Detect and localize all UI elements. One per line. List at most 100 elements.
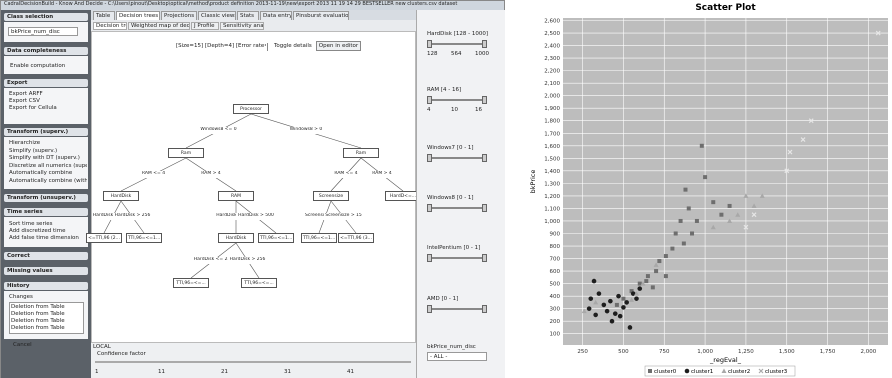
tab[interactable]: Stats (237, 11, 259, 20)
tab[interactable]: Projections (161, 11, 197, 20)
tree-node[interactable]: TTI,96=<=... (173, 278, 209, 288)
tree-node[interactable]: TTI,96=<=1... (126, 233, 162, 243)
tree-node[interactable]: <=TTI,96 (2... (86, 233, 122, 243)
data-point (638, 282, 642, 286)
tree-node[interactable]: RAM (218, 191, 254, 201)
filter-tick-label: 16 (475, 107, 491, 114)
data-point (657, 259, 661, 263)
subtab[interactable]: Sensitivity analysis (220, 22, 264, 30)
tab[interactable]: Pinsburst evaluation (293, 11, 349, 20)
menu-item[interactable]: Sort time series (9, 221, 84, 228)
data-point (727, 218, 732, 223)
data-point (630, 289, 634, 293)
data-point (654, 269, 658, 273)
y-tick-label: 2,200 (544, 69, 560, 75)
filter-slider[interactable] (429, 308, 484, 310)
chart-title: Scatter Plot (695, 3, 756, 13)
tab[interactable]: Table (93, 11, 115, 20)
filter-handle[interactable] (482, 204, 487, 212)
tree-node[interactable]: Ram (343, 148, 379, 158)
tab[interactable]: Data entry (260, 11, 292, 20)
filter-label: Windows7 [0 - 1] (427, 145, 497, 152)
menu-item[interactable]: Add discretized time (9, 228, 84, 235)
x-tick-label: 2,000 (861, 349, 877, 355)
menu-item[interactable]: Simplify with DT (superv.) (9, 155, 87, 162)
data-point (624, 300, 629, 305)
history-item[interactable]: Deletion from Table (11, 318, 73, 325)
filter-handle[interactable] (427, 40, 432, 48)
legend-marker (648, 369, 652, 373)
tree-node[interactable]: HardDisk (103, 191, 139, 201)
tree-node[interactable]: TTI,96=<=1... (258, 233, 294, 243)
tab[interactable]: Classic views (198, 11, 236, 20)
filter-handle[interactable] (427, 204, 432, 212)
y-tick-label: 1,700 (544, 131, 560, 137)
filter-handle[interactable] (427, 154, 432, 162)
data-point (634, 296, 639, 301)
tree-node[interactable]: TTI,96=<=... (241, 278, 277, 288)
history-item[interactable]: Deletion from Table (11, 311, 73, 318)
data-point (743, 193, 748, 198)
filter-slider[interactable] (429, 99, 484, 101)
filter-slider[interactable] (429, 157, 484, 159)
data-point (637, 286, 642, 291)
menu-item[interactable]: Export ARFF (9, 91, 84, 98)
tree-node[interactable]: Processor (233, 104, 269, 114)
x-tick-label: 1,500 (779, 349, 795, 355)
menu-item[interactable]: Automatically combine (with DT) (9, 178, 87, 185)
tree-node[interactable]: Ram (168, 148, 204, 158)
legend-label: cluster0 (654, 369, 677, 375)
section-header[interactable]: Correct (4, 252, 88, 260)
tree-node[interactable]: HardDisk (218, 233, 254, 243)
checkbox[interactable]: Enable computation (8, 63, 78, 71)
y-tick-label: 1,000 (544, 219, 560, 225)
filter-handle[interactable] (482, 305, 487, 313)
filter-slider[interactable] (429, 43, 484, 45)
filter-handle[interactable] (427, 305, 432, 313)
section-header[interactable]: History (4, 282, 88, 290)
history-item[interactable]: Deletion from Table (11, 325, 73, 332)
tree-node[interactable]: TTI,96=<=1... (301, 233, 337, 243)
filter-handle[interactable] (482, 254, 487, 262)
tree-node[interactable]: <=TTI,96 (3... (338, 233, 374, 243)
data-point (711, 200, 715, 204)
subtab[interactable]: J Profile (191, 22, 219, 30)
section-header[interactable]: Export (4, 79, 88, 87)
section-header[interactable]: Time series (4, 208, 88, 216)
tab[interactable]: Decision trees (116, 11, 160, 20)
data-point (592, 279, 597, 284)
plot-area (563, 18, 888, 345)
data-point (602, 303, 607, 308)
menu-item[interactable]: Add false time dimension (9, 235, 84, 242)
menu-item[interactable]: Export for Cellula (9, 105, 84, 112)
section-header[interactable]: Transform (superv.) (4, 128, 88, 136)
menu-item[interactable]: Simplify (superv.) (9, 148, 87, 155)
section-header[interactable]: Missing values (4, 267, 88, 275)
history-item[interactable]: Deletion from Table (11, 304, 73, 311)
combobox[interactable]: bkPrice_num_disc (8, 27, 78, 36)
filter-slider[interactable] (429, 257, 484, 259)
menu-item[interactable]: Hierarchize (9, 140, 87, 147)
filter-handle[interactable] (482, 40, 487, 48)
menu-item[interactable]: Export CSV (9, 98, 84, 105)
subtab[interactable]: Weighted map of decision trees (128, 22, 190, 30)
menu-item[interactable]: Automatically combine (9, 170, 87, 177)
history-subtitle: Changes (9, 294, 69, 301)
section-header[interactable]: Class selection (4, 13, 88, 21)
class-filter-combobox[interactable]: - ALL - (427, 352, 487, 361)
subtab[interactable]: Decision tree (93, 22, 127, 30)
data-point (670, 247, 674, 251)
section-header[interactable]: Data completeness (4, 47, 88, 55)
tree-node[interactable]: Screensize (313, 191, 349, 201)
cancel-button[interactable]: Cancel (9, 342, 49, 350)
data-point (679, 219, 683, 223)
filter-handle[interactable] (427, 96, 432, 104)
filter-slider[interactable] (429, 207, 484, 209)
filter-handle[interactable] (482, 96, 487, 104)
data-point (809, 119, 813, 123)
edge-label: HardDisk > 256 (113, 213, 153, 220)
filter-handle[interactable] (427, 254, 432, 262)
section-header[interactable]: Transform (unsuperv.) (4, 194, 88, 202)
menu-item[interactable]: Discretize all numerics (superv.) (9, 163, 87, 170)
filter-handle[interactable] (482, 154, 487, 162)
